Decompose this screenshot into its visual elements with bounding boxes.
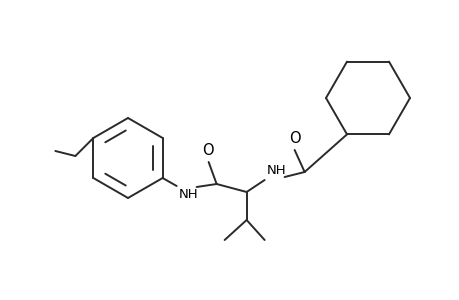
Text: NH: NH [178,188,198,201]
Text: NH: NH [266,164,285,177]
Text: O: O [202,143,213,158]
Text: O: O [288,131,300,146]
